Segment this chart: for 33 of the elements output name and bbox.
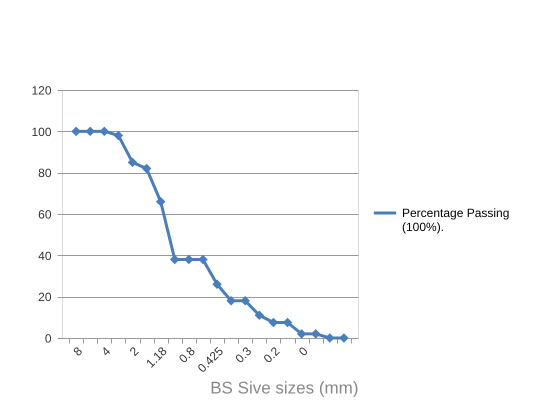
- point: [254, 310, 264, 320]
- point: [339, 333, 349, 343]
- x-axis-title: BS Sive sizes (mm): [210, 378, 358, 398]
- point: [198, 254, 208, 264]
- y-tick-label: 100: [31, 124, 52, 139]
- y-tick-label: 60: [38, 208, 52, 222]
- point: [296, 329, 306, 339]
- x-tick-label: 4: [98, 344, 114, 359]
- x-tick-label: 0.8: [176, 344, 198, 366]
- point: [85, 126, 95, 136]
- y-tick-label: 120: [31, 84, 52, 98]
- point: [282, 318, 292, 328]
- x-tick-label: 8: [70, 344, 86, 359]
- point: [156, 196, 166, 206]
- point: [268, 318, 278, 328]
- y-tick-label: 20: [38, 290, 52, 304]
- y-tick-label: 40: [38, 248, 52, 263]
- point: [71, 126, 81, 136]
- point: [212, 280, 222, 290]
- x-tick-label: 0.3: [232, 344, 254, 366]
- point: [128, 158, 138, 168]
- point: [100, 126, 110, 136]
- point: [226, 296, 236, 306]
- point: [240, 296, 250, 306]
- x-tick-label: 2: [126, 344, 142, 359]
- point: [310, 329, 320, 339]
- y-tick-label: 80: [38, 166, 52, 180]
- point: [114, 130, 124, 140]
- y-tick-label: 0: [44, 332, 52, 346]
- x-tick-label: 0.2: [260, 344, 283, 366]
- legend-label: Percentage Passing (100%).: [402, 206, 510, 234]
- point: [142, 164, 152, 174]
- x-tick-label: 0: [296, 344, 311, 359]
